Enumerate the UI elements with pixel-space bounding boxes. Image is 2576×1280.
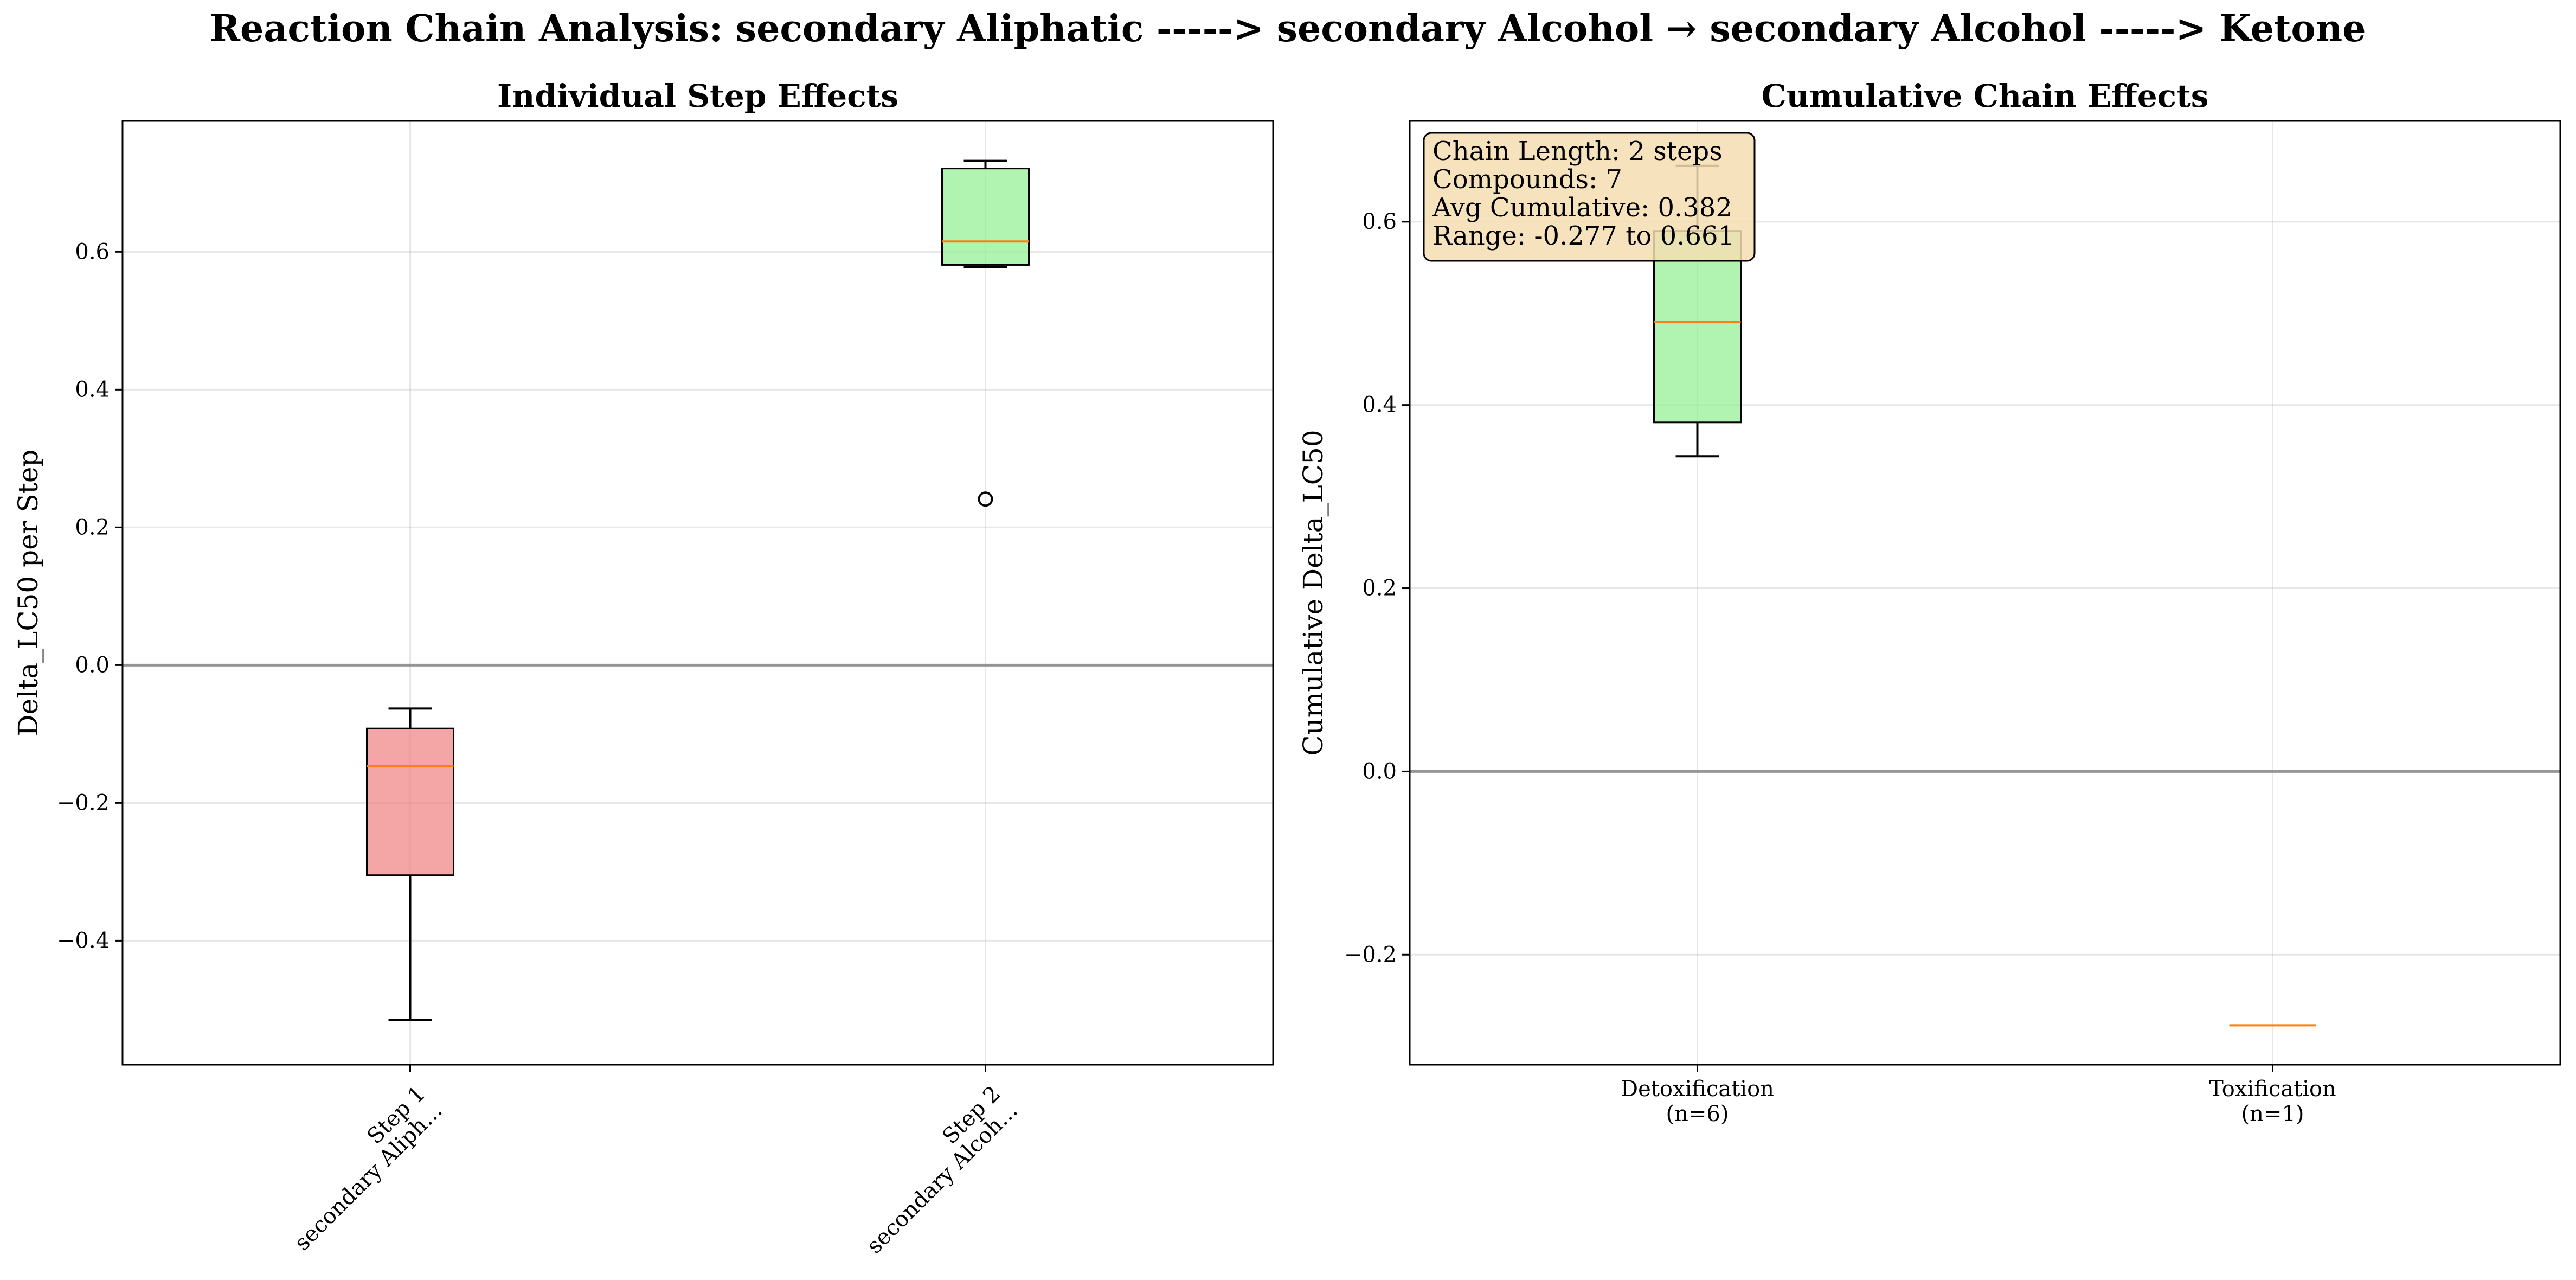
- y-tick-label: −0.2: [1344, 942, 1397, 967]
- x-tick-label-line: (n=6): [1666, 1102, 1729, 1127]
- y-tick-label: 0.6: [75, 239, 110, 264]
- stats-annotation-line: Avg Cumulative: 0.382: [1432, 193, 1732, 223]
- y-tick-label: 0.4: [1362, 393, 1397, 418]
- y-tick-label: 0.2: [1362, 576, 1397, 601]
- plot-frame: [121, 120, 1274, 1066]
- x-tick-label: Step 1secondary Aliph...: [273, 1081, 447, 1256]
- figure-title: Reaction Chain Analysis: secondary Aliph…: [209, 7, 2366, 50]
- y-tick-label: 0.4: [75, 377, 110, 402]
- x-tick-label: Toxification (n=1): [2209, 1077, 2336, 1127]
- x-tick-label-line: secondary Aliph...: [290, 1098, 447, 1256]
- stats-annotation-line: Chain Length: 2 steps: [1432, 136, 1723, 167]
- x-tick-label-line: Toxification: [2209, 1077, 2336, 1102]
- box-iqr: [366, 727, 454, 876]
- x-tick-label-line: secondary Alcoh...: [862, 1098, 1023, 1259]
- stats-annotation-line: Range: -0.277 to 0.661: [1432, 221, 1735, 251]
- y-tick-label: 0.0: [1362, 759, 1397, 784]
- y-axis-label: Cumulative Delta_LC50: [1297, 430, 1329, 756]
- plot-frame: [1409, 120, 2561, 1066]
- y-axis-label: Delta_LC50 per Step: [12, 450, 44, 737]
- x-tick-label: Detoxification (n=6): [1621, 1077, 1774, 1127]
- stats-annotation-box: [1423, 132, 1756, 262]
- axis-title: Individual Step Effects: [497, 78, 898, 114]
- outlier-point: [978, 491, 993, 507]
- y-tick-label: −0.2: [57, 790, 110, 815]
- axis-title: Cumulative Chain Effects: [1762, 78, 2209, 114]
- y-tick-label: −0.4: [57, 928, 110, 953]
- y-tick-label: 0.0: [75, 652, 110, 677]
- x-tick-label-line: (n=1): [2241, 1102, 2304, 1127]
- right-plot: Cumulative Chain Effects Cumulative Delta…: [1297, 78, 2561, 1127]
- left-plot: Individual Step Effects Delta_LC50 per St…: [12, 78, 1274, 1259]
- y-tick-label: 0.6: [1362, 209, 1397, 234]
- y-tick-label: 0.2: [75, 515, 110, 540]
- x-tick-label-line: Detoxification: [1621, 1077, 1774, 1102]
- x-tick-label: Step 2secondary Alcoh...: [845, 1081, 1023, 1259]
- stats-annotation-line: Compounds: 7: [1432, 164, 1622, 195]
- box-iqr: [941, 168, 1030, 266]
- box-iqr: [1653, 230, 1742, 424]
